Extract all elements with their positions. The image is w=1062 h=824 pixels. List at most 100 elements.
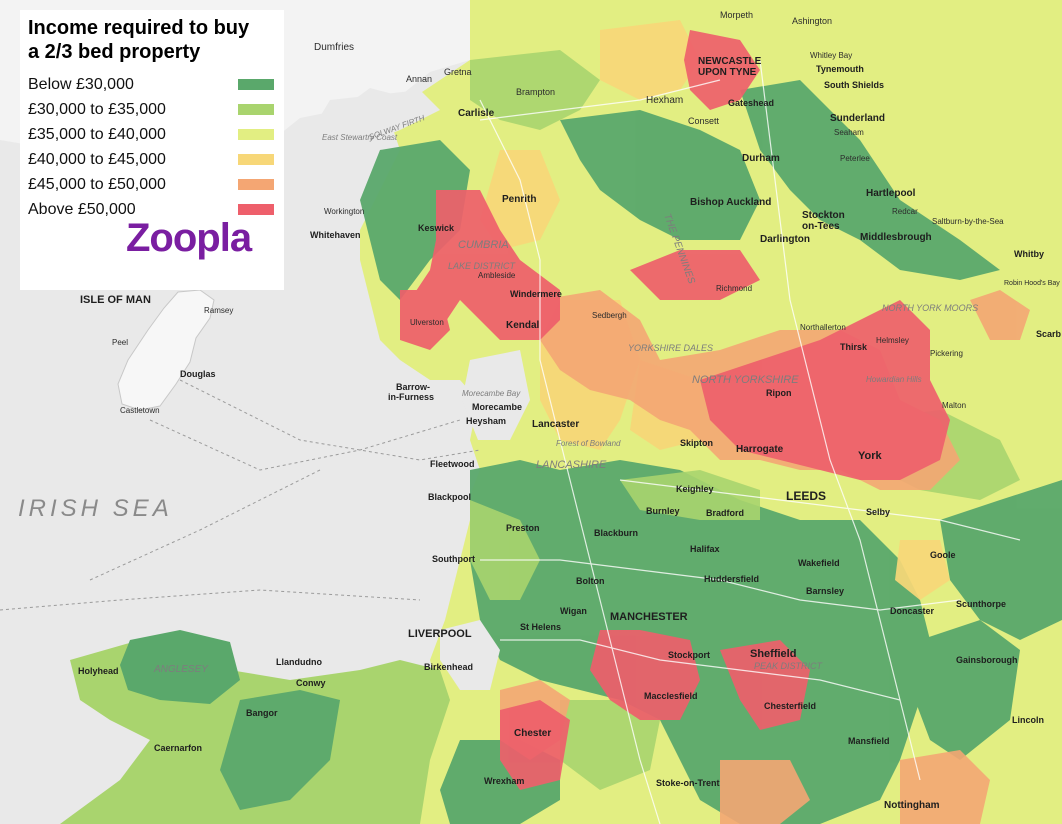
- band-below-30k: [220, 80, 1062, 824]
- label-nottingham: Nottingham: [884, 800, 940, 811]
- legend-swatch: [238, 129, 274, 140]
- label-liverpool: LIVERPOOL: [408, 628, 472, 640]
- label-stoke: Stoke-on-Trent: [656, 778, 720, 788]
- label-durham: Durham: [742, 153, 780, 164]
- label-brampton: Brampton: [516, 87, 555, 97]
- legend-title-line2: a 2/3 bed property: [28, 41, 201, 63]
- label-wigan: Wigan: [560, 606, 587, 616]
- solway-firth: [300, 90, 440, 150]
- label-penrith: Penrith: [502, 194, 536, 205]
- label-tynemouth: Tynemouth: [816, 64, 864, 74]
- label-lancaster: Lancaster: [532, 419, 579, 430]
- label-saltburn: Saltburn-by-the-Sea: [932, 217, 1004, 226]
- label-cumbria: CUMBRIA: [458, 239, 509, 251]
- label-burnley: Burnley: [646, 506, 680, 516]
- label-middlesbrough: Middlesbrough: [860, 232, 932, 243]
- label-forest-of-bowland: Forest of Bowland: [556, 439, 621, 448]
- label-south-shields: South Shields: [824, 80, 884, 90]
- label-newcastle-2: UPON TYNE: [698, 67, 757, 78]
- label-east-stewartry: East Stewartry Coast: [322, 133, 398, 142]
- label-peel: Peel: [112, 338, 128, 347]
- label-northallerton: Northallerton: [800, 323, 846, 332]
- label-wakefield: Wakefield: [798, 558, 840, 568]
- label-lake-district: LAKE DISTRICT: [448, 261, 517, 271]
- band-above-50k: [400, 30, 950, 790]
- legend-item: £40,000 to £45,000: [28, 147, 274, 172]
- label-blackburn: Blackburn: [594, 528, 638, 538]
- label-southport: Southport: [432, 554, 475, 564]
- label-selby: Selby: [866, 507, 890, 517]
- label-pickering: Pickering: [930, 349, 963, 358]
- label-macclesfield: Macclesfield: [644, 691, 698, 701]
- label-morpeth: Morpeth: [720, 10, 753, 20]
- label-whitby: Whitby: [1014, 249, 1044, 259]
- label-sedbergh: Sedbergh: [592, 311, 627, 320]
- label-helmsley: Helmsley: [876, 336, 909, 345]
- label-chesterfield: Chesterfield: [764, 701, 816, 711]
- label-anglesey: ANGLESEY: [153, 664, 209, 675]
- label-fleetwood: Fleetwood: [430, 459, 475, 469]
- label-goole: Goole: [930, 550, 956, 560]
- label-morecambe: Morecambe: [472, 402, 522, 412]
- label-north-yorkshire: NORTH YORKSHIRE: [692, 374, 799, 386]
- legend-panel: Income required to buy a 2/3 bed propert…: [20, 10, 284, 290]
- legend-title-line1: Income required to buy: [28, 17, 250, 39]
- label-barrow-1: Barrow-: [396, 382, 430, 392]
- legend-item: Above £50,000: [28, 197, 274, 222]
- label-leeds: LEEDS: [786, 489, 826, 503]
- label-north-york-moors: NORTH YORK MOORS: [882, 303, 978, 313]
- label-hexham: Hexham: [646, 95, 683, 106]
- label-castletown: Castletown: [120, 406, 160, 415]
- label-thirsk: Thirsk: [840, 342, 868, 352]
- label-mansfield: Mansfield: [848, 736, 890, 746]
- label-carlisle: Carlisle: [458, 108, 495, 119]
- label-scarborough: Scarb: [1036, 329, 1062, 339]
- label-workington: Workington: [324, 207, 364, 216]
- label-sunderland: Sunderland: [830, 113, 885, 124]
- legend-swatch: [238, 179, 274, 190]
- legend-item-label: £30,000 to £35,000: [28, 100, 166, 118]
- label-stockport: Stockport: [668, 650, 710, 660]
- label-harrogate: Harrogate: [736, 444, 784, 455]
- label-keighley: Keighley: [676, 484, 714, 494]
- label-bangor: Bangor: [246, 708, 278, 718]
- label-peak-district: PEAK DISTRICT: [754, 661, 824, 671]
- label-ulverston: Ulverston: [410, 318, 444, 327]
- label-york: York: [858, 450, 883, 462]
- label-kendal: Kendal: [506, 320, 540, 331]
- legend-swatch: [238, 154, 274, 165]
- label-darlington: Darlington: [760, 234, 810, 245]
- label-yorkshire-dales: YORKSHIRE DALES: [628, 343, 713, 353]
- label-keswick: Keswick: [418, 223, 455, 233]
- label-barnsley: Barnsley: [806, 586, 844, 596]
- label-morecambe-bay: Morecambe Bay: [462, 389, 521, 398]
- legend-item-label: Above £50,000: [28, 200, 136, 218]
- label-stockton-2: on-Tees: [802, 221, 840, 232]
- label-stockton: Stockton: [802, 210, 845, 221]
- legend-swatch: [238, 79, 274, 90]
- label-skipton: Skipton: [680, 438, 713, 448]
- label-robin-hoods-bay: Robin Hood's Bay: [1004, 280, 1060, 287]
- legend-item-label: Below £30,000: [28, 75, 134, 93]
- road-network: [479, 59, 1021, 824]
- mersey-estuary: [440, 620, 500, 690]
- label-huddersfield: Huddersfield: [704, 574, 759, 584]
- legend-title: Income required to buy a 2/3 bed propert…: [28, 16, 274, 64]
- legend-item-label: £40,000 to £45,000: [28, 150, 166, 168]
- label-lancashire: LANCASHIRE: [536, 459, 607, 471]
- label-malton: Malton: [942, 401, 966, 410]
- label-consett: Consett: [688, 116, 720, 126]
- label-st-helens: St Helens: [520, 622, 561, 632]
- legend-item: £35,000 to £40,000: [28, 122, 274, 147]
- isle-of-man-landmass: [117, 289, 215, 411]
- legend-item: £45,000 to £50,000: [28, 172, 274, 197]
- label-irish-sea: IRISH SEA: [18, 495, 173, 522]
- label-whitehaven: Whitehaven: [310, 230, 361, 240]
- legend-item-label: £45,000 to £50,000: [28, 175, 166, 193]
- label-chester: Chester: [514, 728, 551, 739]
- label-ambleside: Ambleside: [478, 271, 516, 280]
- label-llandudno: Llandudno: [276, 657, 322, 667]
- legend-swatch: [238, 204, 274, 215]
- label-caernarfon: Caernarfon: [154, 743, 202, 753]
- label-bradford: Bradford: [706, 508, 744, 518]
